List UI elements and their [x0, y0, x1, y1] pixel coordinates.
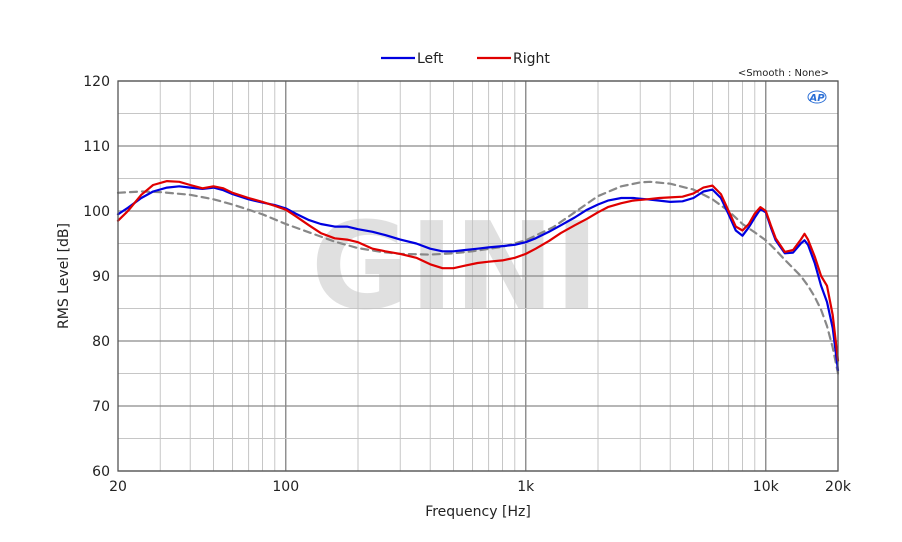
- x-tick-label: 100: [272, 479, 299, 495]
- legend: Left Right: [381, 51, 550, 67]
- y-axis-title: RMS Level [dB]: [56, 223, 72, 329]
- y-tick-label: 60: [92, 464, 110, 480]
- y-tick-label: 70: [92, 399, 110, 415]
- x-tick-label: 20: [109, 479, 127, 495]
- plot-frame: [117, 80, 839, 472]
- y-tick-label: 80: [92, 334, 110, 350]
- series-lines: [116, 180, 840, 375]
- x-tick-label: 1k: [517, 479, 535, 495]
- y-tick-label: 100: [83, 204, 110, 220]
- series-line-right: [116, 180, 840, 362]
- y-tick-label: 110: [83, 139, 110, 155]
- legend-label-right: Right: [513, 51, 550, 67]
- x-tick-label: 10k: [753, 479, 780, 495]
- ap-logo-ring: [807, 90, 827, 104]
- tick-labels: 20 100 1k 10k 20k 60 70 80 90 100 110 120: [83, 74, 852, 495]
- smoothing-note: <Smooth : None>: [738, 68, 829, 79]
- series-line-target: [116, 180, 840, 375]
- x-tick-label: 20k: [825, 479, 852, 495]
- legend-label-left: Left: [417, 51, 444, 67]
- x-axis-title: Frequency [Hz]: [425, 504, 531, 520]
- y-tick-label: 90: [92, 269, 110, 285]
- grid: [118, 80, 838, 472]
- ap-logo: AP: [807, 90, 827, 104]
- y-tick-label: 120: [83, 74, 110, 90]
- ap-logo-text: AP: [808, 93, 825, 104]
